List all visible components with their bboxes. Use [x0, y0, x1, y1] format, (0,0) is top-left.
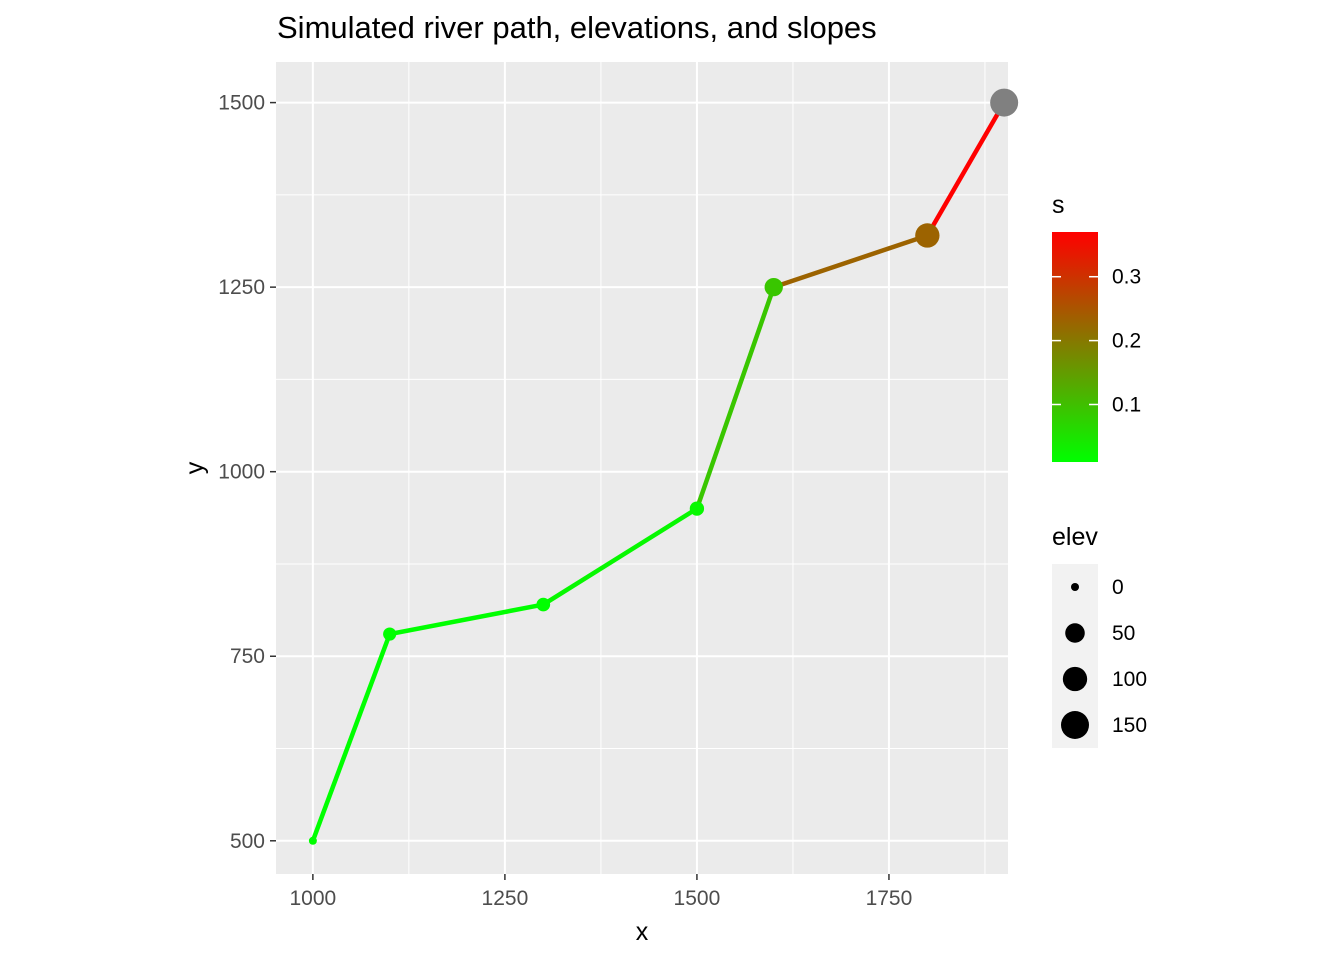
river-segment — [389, 602, 544, 637]
river-points — [308, 88, 1019, 845]
chart-title: Simulated river path, elevations, and sl… — [277, 10, 877, 45]
y-tick-label: 1250 — [218, 276, 265, 299]
y-axis-title: y — [181, 461, 209, 474]
x-tick-label: 1500 — [674, 887, 721, 910]
river-segment — [542, 506, 699, 607]
axes: 1000 1250 1500 1750 500 750 1000 1250 1500 x y — [181, 92, 912, 946]
river-point — [915, 223, 940, 248]
legend-size: elev 0 50 100 150 — [1052, 523, 1147, 748]
legend-size-label: 100 — [1112, 668, 1147, 691]
river-point — [689, 501, 705, 516]
y-tick-label: 500 — [230, 830, 265, 853]
legend-size-label: 150 — [1112, 714, 1147, 737]
river-point — [383, 627, 397, 641]
plot-panel — [276, 62, 1008, 874]
color-bar — [1052, 232, 1098, 462]
color-bar-label: 0.1 — [1112, 394, 1141, 417]
x-tick-label: 1750 — [866, 887, 913, 910]
river-point — [536, 597, 551, 612]
y-tick-label: 1500 — [218, 92, 265, 115]
legend-size-label: 0 — [1112, 576, 1124, 599]
legend-size-label: 50 — [1112, 622, 1135, 645]
legend-size-key — [1071, 583, 1079, 591]
legend-color: s 0.1 0.2 0.3 — [1052, 191, 1141, 462]
x-tick-label: 1000 — [290, 887, 337, 910]
legend-size-key — [1062, 666, 1088, 692]
river-point — [764, 277, 783, 297]
river-segment — [925, 101, 1007, 237]
legend-size-title: elev — [1052, 523, 1098, 551]
x-tick-label: 1250 — [482, 887, 529, 910]
legend-color-title: s — [1052, 191, 1065, 219]
color-bar-label: 0.2 — [1112, 330, 1141, 353]
legend-size-key — [1065, 623, 1085, 643]
river-point — [308, 836, 317, 845]
legend-size-key — [1061, 711, 1089, 739]
y-tick-label: 1000 — [218, 461, 265, 484]
river-segment — [310, 633, 392, 842]
y-tick-label: 750 — [230, 645, 265, 668]
river-segments — [310, 101, 1007, 842]
river-segment — [694, 286, 776, 510]
gridlines — [276, 62, 1008, 874]
color-bar-label: 0.3 — [1112, 266, 1141, 289]
river-segment — [773, 233, 929, 290]
x-axis-title: x — [636, 918, 649, 946]
river-point — [990, 88, 1019, 117]
